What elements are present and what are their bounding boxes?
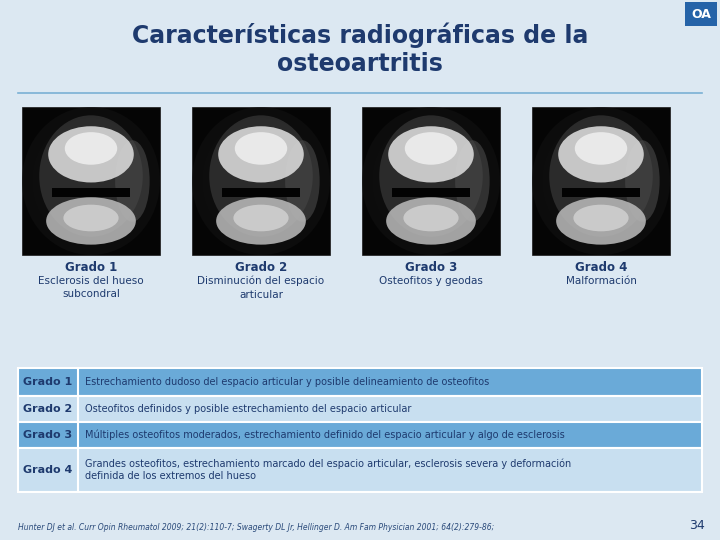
Bar — [18, 448, 702, 492]
FancyBboxPatch shape — [685, 2, 717, 26]
Ellipse shape — [388, 126, 474, 183]
Ellipse shape — [573, 205, 629, 231]
Text: Grado 2: Grado 2 — [23, 404, 73, 414]
Ellipse shape — [403, 205, 459, 231]
Text: Grandes osteofitos, estrechamiento marcado del espacio articular, esclerosis sev: Grandes osteofitos, estrechamiento marca… — [85, 458, 571, 482]
Text: Estrechamiento dudoso del espacio articular y posible delineamiento de osteofito: Estrechamiento dudoso del espacio articu… — [85, 377, 490, 387]
Text: Grado 3: Grado 3 — [405, 261, 457, 274]
Text: Grado 4: Grado 4 — [23, 465, 73, 475]
Bar — [18, 368, 702, 396]
Ellipse shape — [115, 140, 150, 222]
Ellipse shape — [63, 205, 119, 231]
Text: Grado 2: Grado 2 — [235, 261, 287, 274]
Bar — [53, 188, 130, 197]
Ellipse shape — [40, 116, 143, 237]
Text: Malformación: Malformación — [566, 276, 636, 286]
Text: Múltiples osteofitos moderados, estrechamiento definido del espacio articular y : Múltiples osteofitos moderados, estrecha… — [85, 430, 564, 440]
Bar — [18, 396, 702, 422]
Ellipse shape — [285, 140, 320, 222]
Text: Hunter DJ et al. Curr Opin Rheumatol 2009; 21(2):110-7; Swagerty DL Jr, Hellinge: Hunter DJ et al. Curr Opin Rheumatol 200… — [18, 523, 494, 532]
Ellipse shape — [48, 126, 134, 183]
Ellipse shape — [372, 118, 490, 244]
Ellipse shape — [532, 107, 670, 255]
Ellipse shape — [556, 197, 646, 245]
Text: Grado 4: Grado 4 — [575, 261, 627, 274]
Ellipse shape — [233, 205, 289, 231]
Ellipse shape — [362, 107, 500, 255]
Ellipse shape — [210, 116, 312, 237]
Ellipse shape — [386, 197, 476, 245]
Ellipse shape — [379, 116, 482, 237]
Bar — [192, 107, 330, 255]
Text: Grado 1: Grado 1 — [65, 261, 117, 274]
Ellipse shape — [405, 132, 457, 165]
Ellipse shape — [202, 118, 320, 244]
Text: Disminución del espacio
articular: Disminución del espacio articular — [197, 276, 325, 300]
Text: Grado 1: Grado 1 — [23, 377, 73, 387]
Ellipse shape — [46, 197, 136, 245]
Text: Esclerosis del hueso
subcondral: Esclerosis del hueso subcondral — [38, 276, 144, 299]
Ellipse shape — [32, 118, 150, 244]
Ellipse shape — [218, 126, 304, 183]
Ellipse shape — [22, 107, 160, 255]
Ellipse shape — [65, 132, 117, 165]
Text: Características radiográficas de la: Características radiográficas de la — [132, 22, 588, 48]
Text: osteoartritis: osteoartritis — [277, 52, 443, 76]
Ellipse shape — [575, 132, 627, 165]
Ellipse shape — [192, 107, 330, 255]
Ellipse shape — [549, 116, 653, 237]
Bar — [18, 422, 702, 448]
Ellipse shape — [216, 197, 306, 245]
Text: Osteofitos definidos y posible estrechamiento del espacio articular: Osteofitos definidos y posible estrecham… — [85, 404, 411, 414]
Ellipse shape — [235, 132, 287, 165]
Bar — [362, 107, 500, 255]
Bar — [22, 107, 160, 255]
Text: 34: 34 — [689, 519, 705, 532]
Bar — [222, 188, 300, 197]
Text: Grado 3: Grado 3 — [24, 430, 73, 440]
Text: Osteofitos y geodas: Osteofitos y geodas — [379, 276, 483, 286]
Bar — [392, 188, 469, 197]
Ellipse shape — [455, 140, 490, 222]
Ellipse shape — [542, 118, 660, 244]
Bar — [562, 188, 639, 197]
Ellipse shape — [625, 140, 660, 222]
Text: OA: OA — [691, 8, 711, 21]
Ellipse shape — [558, 126, 644, 183]
Bar — [532, 107, 670, 255]
